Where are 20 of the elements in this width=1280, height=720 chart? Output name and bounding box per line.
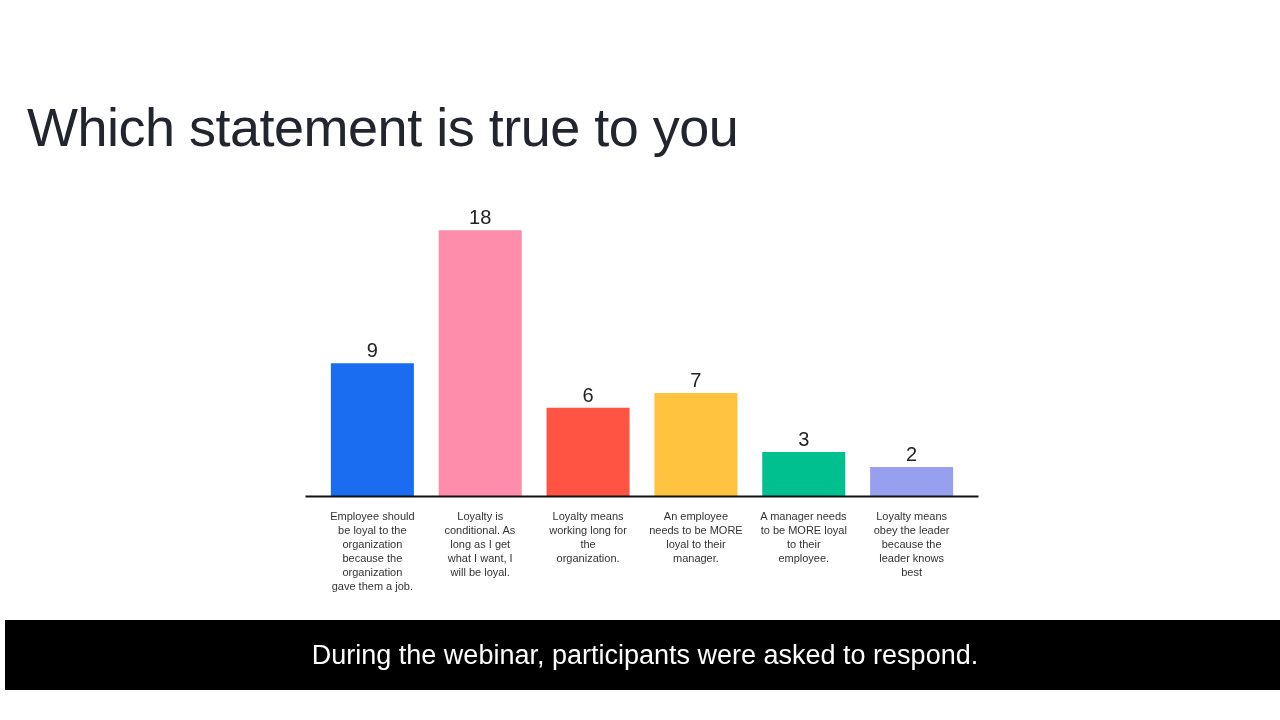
data-label: 2 xyxy=(906,442,918,465)
bar xyxy=(546,407,630,497)
bar xyxy=(438,230,522,497)
x-tick-label: Loyalty means working long for the organization. xyxy=(548,509,628,564)
bar xyxy=(654,392,738,497)
data-label: 7 xyxy=(690,368,702,391)
x-tick-label: Loyalty is conditional. As long as I get what I want, I will be loyal. xyxy=(444,509,516,578)
data-label: 3 xyxy=(798,428,810,451)
bar xyxy=(330,363,414,497)
bar xyxy=(870,466,954,497)
data-label: 6 xyxy=(582,383,594,406)
x-tick-label: An employee needs to be MORE loyal to their manager. xyxy=(649,509,743,564)
chart-title: Which statement is true to you xyxy=(26,96,739,159)
text: During the webinar, participants were asked to respond. xyxy=(5,620,1280,690)
bar xyxy=(762,452,846,497)
x-tick-label: A manager needs to be MORE loyal to their employee. xyxy=(760,509,848,564)
data-label: 9 xyxy=(366,339,378,362)
x-tick-label: Loyalty means obey the leader because the leader knows best xyxy=(873,509,950,578)
x-tick-label: Employee should be loyal to the organization because the organization gave them a job. xyxy=(330,509,415,592)
data-label: 18 xyxy=(469,206,492,229)
